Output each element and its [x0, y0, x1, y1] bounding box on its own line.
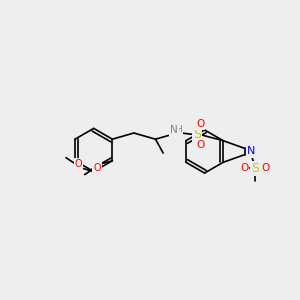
- Text: S: S: [251, 162, 259, 175]
- Text: O: O: [93, 164, 101, 173]
- Text: O: O: [196, 119, 204, 129]
- Text: O: O: [262, 164, 270, 173]
- Text: S: S: [193, 128, 201, 141]
- Text: O: O: [196, 140, 204, 150]
- Text: O: O: [74, 159, 82, 169]
- Text: O: O: [240, 164, 248, 173]
- Text: N: N: [170, 125, 178, 135]
- Text: N: N: [247, 146, 255, 157]
- Text: H: H: [175, 125, 182, 134]
